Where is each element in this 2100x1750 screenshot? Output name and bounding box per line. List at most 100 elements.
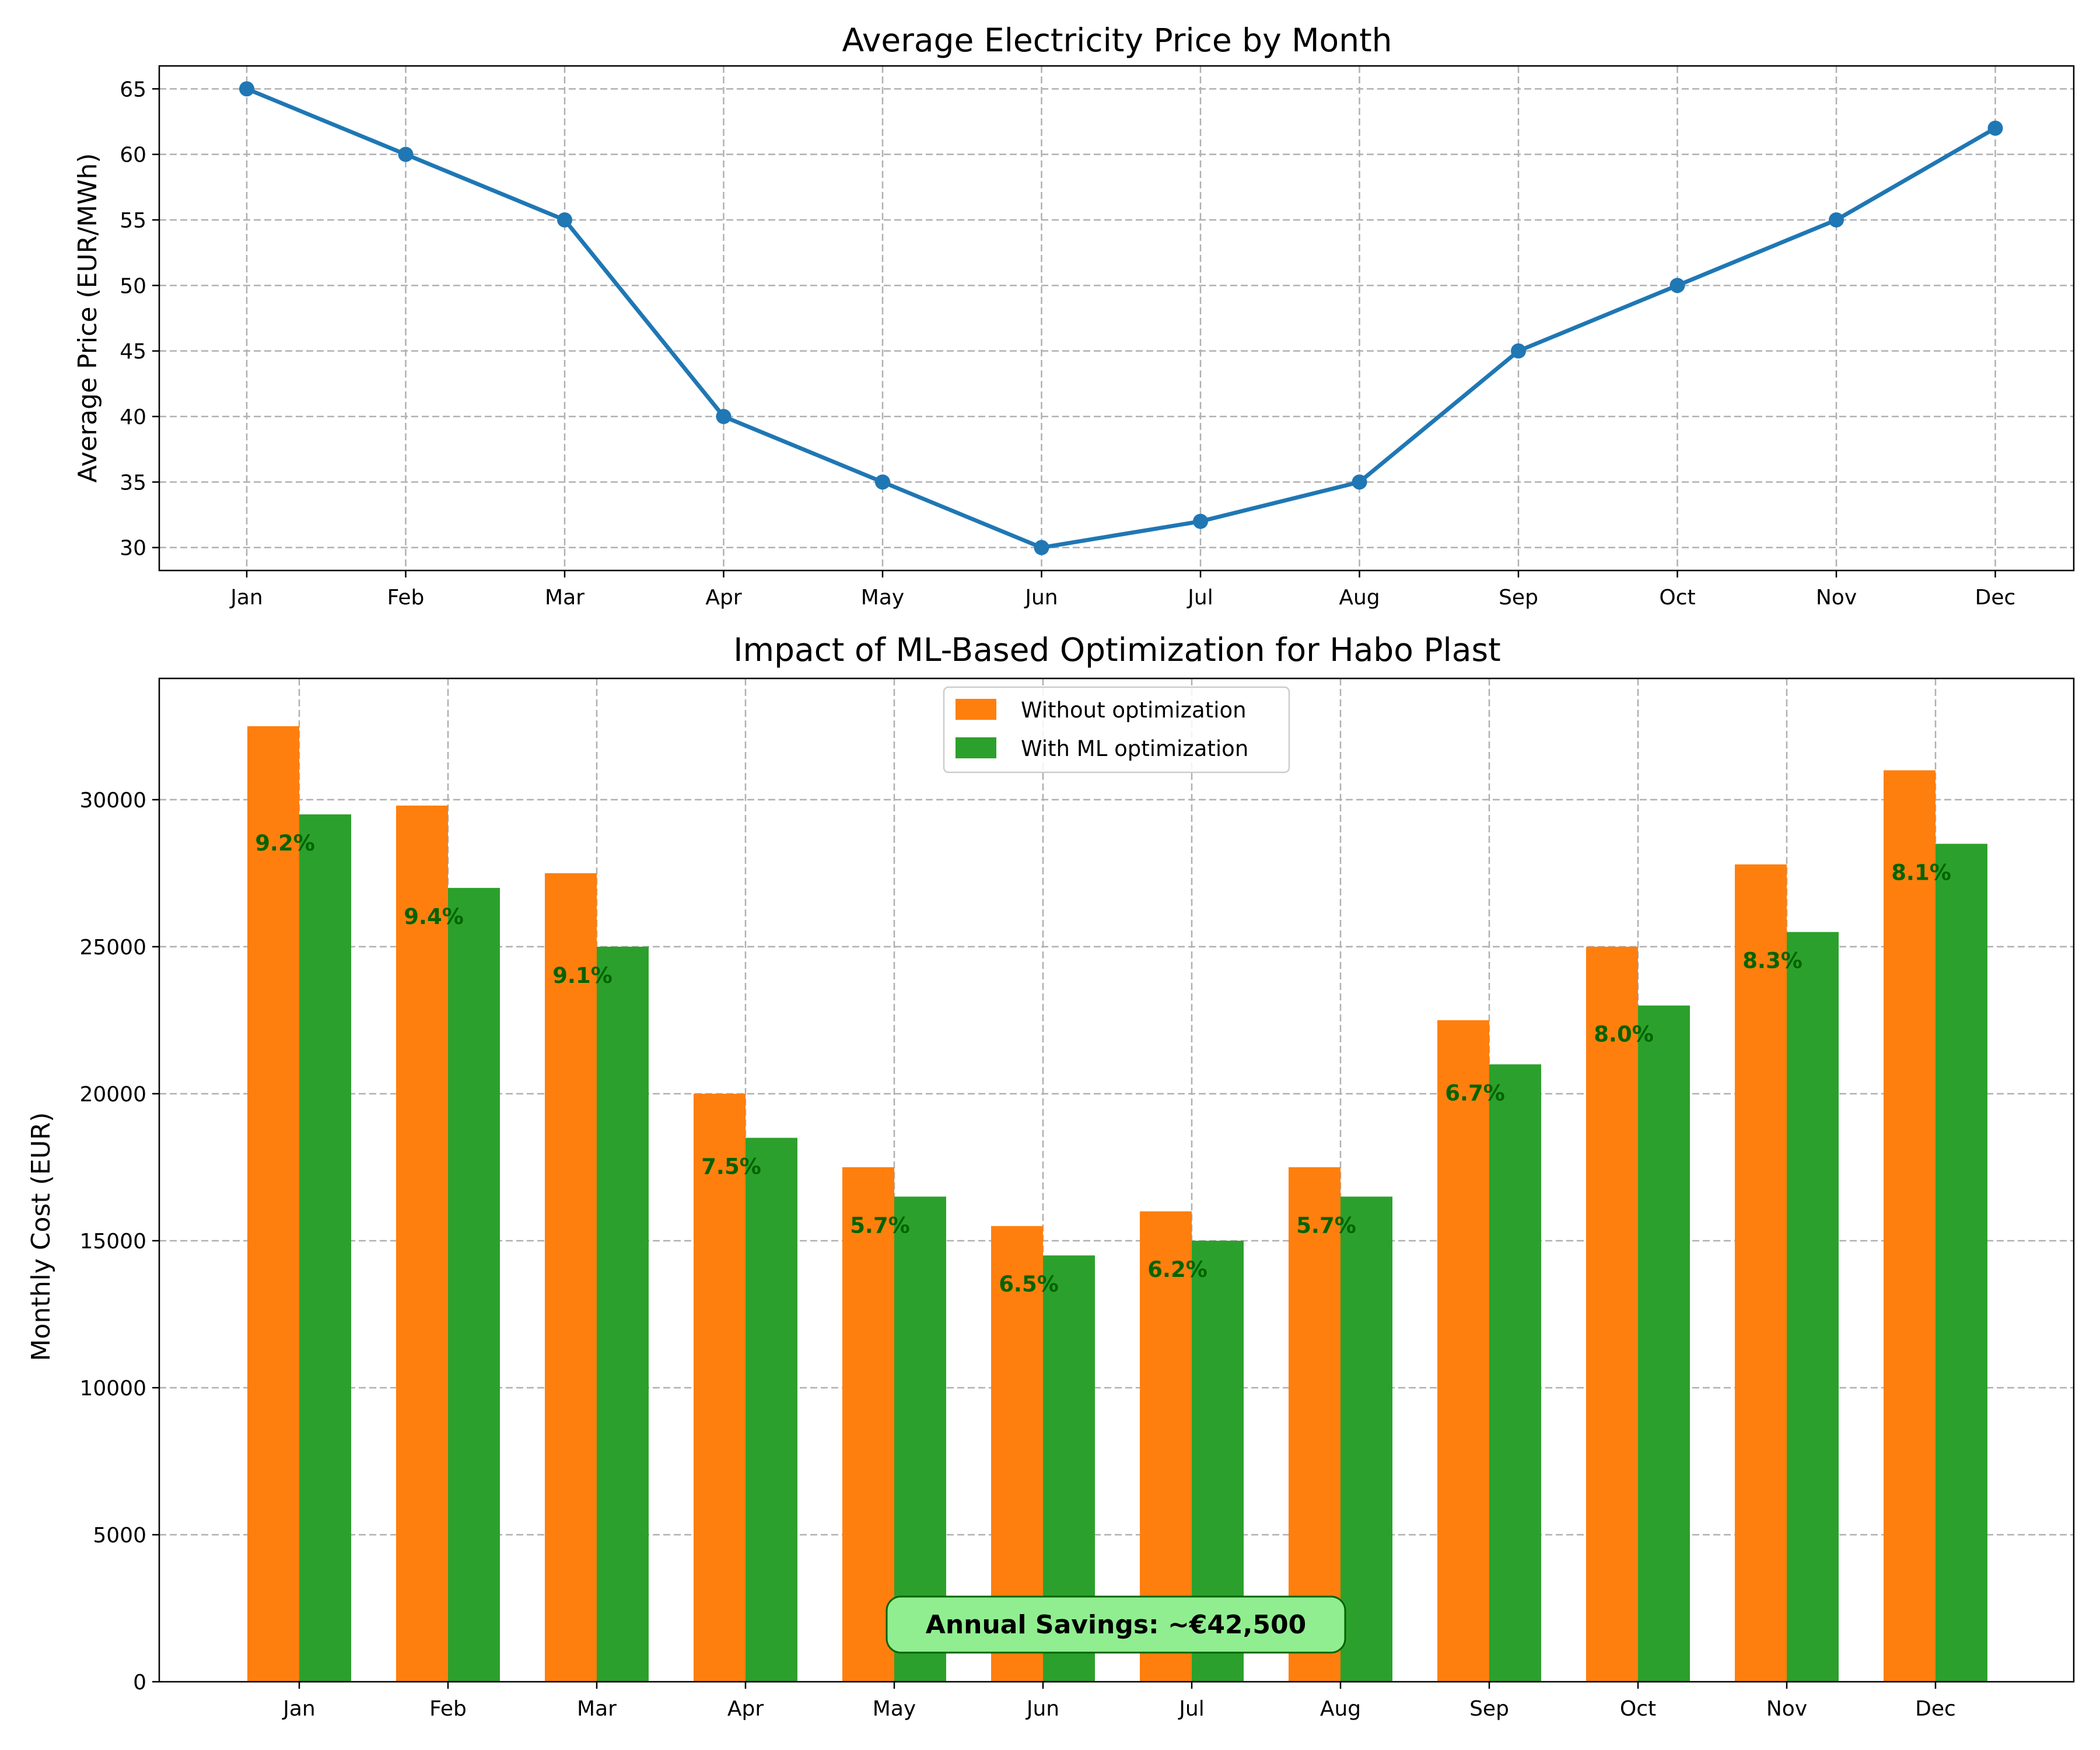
price-y-tick-label: 45 — [120, 340, 146, 364]
price-point — [239, 81, 254, 97]
price-x-tick-label: Mar — [545, 586, 584, 610]
cost-x-tick-label: Nov — [1766, 1697, 1807, 1721]
price-x-tick-label: Jun — [1024, 586, 1058, 610]
savings-percent-label: 9.1% — [552, 963, 612, 988]
price-x-tick-label: Sep — [1499, 586, 1538, 610]
price-chart-title: Average Electricity Price by Month — [842, 22, 1392, 59]
price-y-tick-label: 35 — [120, 471, 146, 495]
cost-y-tick-label: 10000 — [79, 1377, 146, 1401]
bar-without-optimization — [247, 726, 299, 1682]
cost-x-tick-label: May — [873, 1697, 916, 1721]
cost-y-tick-label: 30000 — [79, 789, 146, 813]
cost-y-tick-label: 0 — [133, 1671, 146, 1695]
bar-without-optimization — [1437, 1020, 1489, 1682]
legend-label-with: With ML optimization — [1021, 736, 1248, 761]
cost-x-tick-label: Jun — [1026, 1697, 1059, 1721]
cost-y-tick-label: 15000 — [79, 1230, 146, 1254]
price-point — [557, 212, 572, 228]
cost-chart-legend: Without optimization With ML optimizatio… — [943, 686, 1290, 774]
legend-box — [943, 686, 1290, 774]
bar-with-ml-optimization — [1489, 1064, 1541, 1682]
legend-swatch-with — [956, 737, 996, 758]
cost-y-tick-label: 25000 — [79, 936, 146, 960]
price-x-tick-label: Jan — [229, 586, 263, 610]
price-y-tick-label: 30 — [120, 537, 146, 561]
annual-savings-annotation: Annual Savings: ~€42,500 — [886, 1595, 1346, 1654]
price-x-tick-label: May — [861, 586, 904, 610]
price-series-line — [246, 87, 1997, 550]
price-y-tick-label: 65 — [120, 78, 146, 102]
savings-percent-label: 6.2% — [1147, 1257, 1208, 1282]
bar-without-optimization — [1586, 946, 1638, 1682]
bar-with-ml-optimization — [448, 888, 500, 1682]
bar-without-optimization — [694, 1093, 746, 1682]
cost-chart-y-axis-label: Monthly Cost (EUR) — [26, 1112, 56, 1362]
cost-x-tick-label: Sep — [1469, 1697, 1509, 1721]
cost-y-tick-label: 20000 — [79, 1083, 146, 1107]
cost-chart-frame — [158, 677, 2075, 1683]
cost-chart-title: Impact of ML-Based Optimization for Habo… — [733, 631, 1500, 668]
price-y-tick-label: 50 — [120, 274, 146, 298]
bar-with-ml-optimization — [1936, 844, 1987, 1682]
price-line-chart: Average Electricity Price by Month Avera… — [73, 22, 2075, 610]
bar-without-optimization — [396, 805, 448, 1682]
bar-with-ml-optimization — [597, 946, 649, 1682]
price-x-tick-label: Oct — [1659, 586, 1695, 610]
legend-label-without: Without optimization — [1021, 698, 1247, 723]
price-x-tick-label: Nov — [1816, 586, 1857, 610]
price-point — [875, 474, 890, 490]
cost-x-tick-label: Mar — [577, 1697, 617, 1721]
cost-x-tick-label: Jul — [1178, 1697, 1204, 1721]
cost-bar-chart: Impact of ML-Based Optimization for Habo… — [26, 631, 2075, 1721]
cost-x-tick-label: Jan — [282, 1697, 316, 1721]
price-point — [1829, 212, 1844, 228]
annual-savings-box — [886, 1595, 1346, 1654]
bar-with-ml-optimization — [1340, 1196, 1392, 1682]
legend-swatch-without — [956, 699, 996, 720]
bar-with-ml-optimization — [299, 814, 351, 1682]
cost-y-tick-label: 5000 — [93, 1524, 146, 1548]
savings-percent-label: 5.7% — [850, 1213, 910, 1238]
savings-percent-label: 6.5% — [999, 1272, 1059, 1297]
price-x-tick-label: Jul — [1186, 586, 1213, 610]
bar-with-ml-optimization — [1787, 932, 1839, 1682]
savings-percent-label: 8.0% — [1594, 1022, 1654, 1047]
price-y-tick-label: 55 — [120, 209, 146, 233]
price-y-tick-label: 40 — [120, 405, 146, 429]
savings-percent-label: 6.7% — [1445, 1081, 1505, 1106]
savings-percent-label: 8.1% — [1891, 860, 1951, 886]
price-chart-y-axis-label: Average Price (EUR/MWh) — [73, 153, 103, 482]
price-point — [1034, 540, 1049, 555]
cost-x-tick-label: Oct — [1620, 1697, 1656, 1721]
cost-x-tick-label: Feb — [429, 1697, 467, 1721]
bar-without-optimization — [842, 1167, 894, 1682]
price-x-tick-label: Dec — [1975, 586, 2016, 610]
price-point — [1511, 343, 1526, 359]
price-point — [1193, 513, 1208, 529]
price-x-tick-label: Aug — [1339, 586, 1380, 610]
savings-percent-label: 7.5% — [701, 1154, 761, 1180]
bar-with-ml-optimization — [746, 1138, 797, 1682]
price-point — [716, 409, 732, 425]
savings-percent-label: 9.2% — [255, 831, 315, 856]
cost-x-tick-label: Dec — [1915, 1697, 1956, 1721]
price-chart-frame — [158, 65, 2075, 572]
savings-percent-label: 9.4% — [404, 904, 464, 929]
bar-with-ml-optimization — [1638, 1005, 1690, 1682]
savings-percent-label: 8.3% — [1742, 949, 1803, 974]
price-y-tick-label: 60 — [120, 144, 146, 167]
savings-percent-label: 5.7% — [1296, 1213, 1356, 1238]
price-point — [398, 146, 414, 162]
price-point — [1987, 120, 2003, 136]
price-point — [1352, 474, 1367, 490]
bar-without-optimization — [1735, 864, 1787, 1682]
price-x-tick-label: Feb — [387, 586, 425, 610]
price-x-tick-label: Apr — [705, 586, 741, 610]
bar-without-optimization — [1884, 770, 1936, 1682]
bar-without-optimization — [545, 873, 597, 1682]
price-point — [1670, 278, 1685, 293]
annual-savings-text: Annual Savings: ~€42,500 — [926, 1610, 1306, 1640]
cost-x-tick-label: Apr — [727, 1697, 764, 1721]
cost-x-tick-label: Aug — [1320, 1697, 1361, 1721]
